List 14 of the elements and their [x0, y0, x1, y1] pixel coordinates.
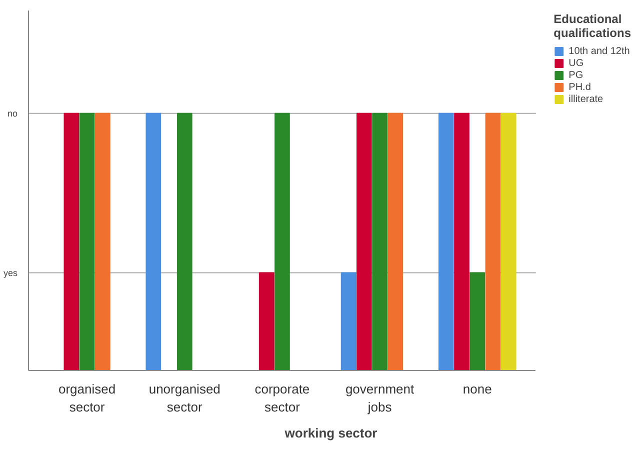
x-tick-label: organised sector: [58, 382, 116, 414]
legend-title: Educational qualifications: [554, 12, 631, 40]
legend-label: PH.d: [568, 81, 591, 93]
legend-label: illiterate: [568, 93, 604, 105]
x-axis-title: working sector: [284, 426, 378, 440]
legend-label: 10th and 12th: [568, 45, 630, 57]
x-tick-label: none: [462, 382, 492, 396]
x-tick-label: unorganised sector: [148, 382, 220, 414]
ref-line-label: no: [7, 108, 18, 118]
x-tick-label: government jobs: [345, 382, 415, 414]
ref-line-label: yes: [3, 268, 18, 278]
legend-label: UG: [568, 57, 585, 69]
legend-label: PG: [568, 69, 584, 81]
x-tick-label: corporate sector: [254, 382, 310, 414]
